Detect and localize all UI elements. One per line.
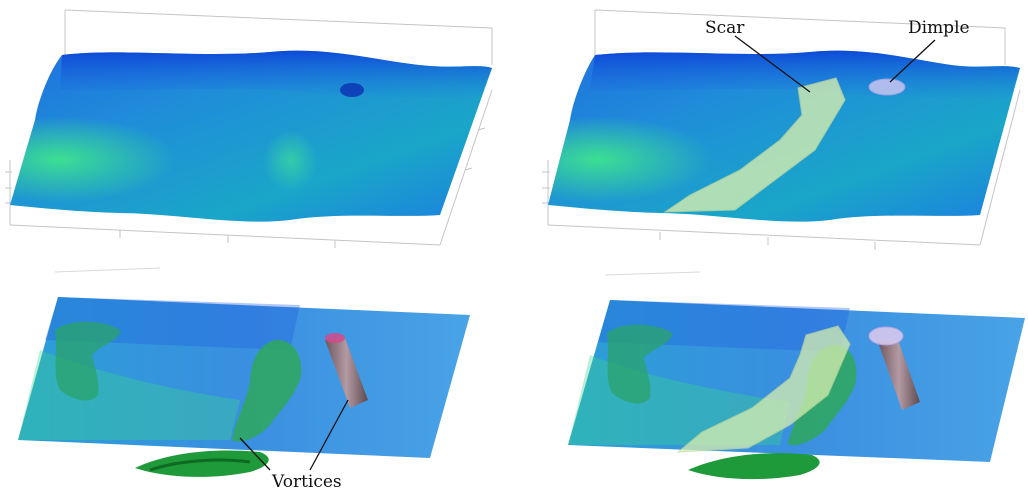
axis-box [542, 9, 1021, 250]
dimple-spot [340, 83, 364, 97]
vortices-label: Vortices [272, 472, 342, 492]
vortices-leader [239, 437, 271, 471]
dimple-label: Dimple [908, 18, 970, 38]
panel-surface-plain [5, 9, 493, 248]
vortices-leader [309, 399, 349, 471]
panel-vortices-annotated [568, 271, 1025, 480]
vortex-tube [325, 338, 368, 408]
vortex-center [232, 339, 302, 442]
dimple-leader [889, 39, 936, 83]
scar-leader [734, 35, 811, 93]
vortex-lower [135, 450, 269, 477]
vortex-blob [55, 321, 121, 401]
panel-vortices-plain [18, 267, 470, 477]
vortex-tube [878, 340, 920, 410]
scar-region [676, 325, 851, 453]
scar-region [663, 77, 846, 213]
flat-plane [18, 297, 470, 458]
vortex-blob [607, 324, 673, 404]
dimple-region [868, 326, 904, 346]
panel-surface-annotated [542, 9, 1021, 250]
scar-label: Scar [705, 18, 745, 38]
dimple-region [868, 78, 906, 96]
axis-box [5, 9, 493, 248]
vortex-lower [688, 453, 820, 480]
